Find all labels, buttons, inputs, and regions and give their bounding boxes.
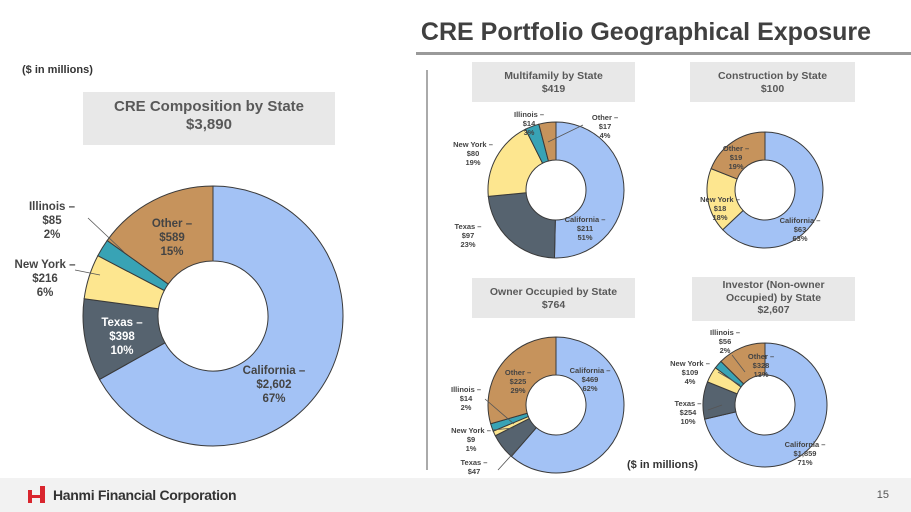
- construction-header: Construction by State $100: [690, 62, 855, 102]
- chart-title: Construction by State: [717, 70, 828, 82]
- company-name: Hanmi Financial Corporation: [53, 486, 237, 503]
- label-illinois: Illinois$852%: [12, 201, 92, 242]
- oo-label-illinois: Illinois$142%: [426, 385, 506, 412]
- leader-line-mf-other: [547, 124, 584, 143]
- slice-other: [106, 185, 214, 285]
- section-divider: [426, 70, 428, 470]
- investor-header: Investor (Non-owner Occupied) by State $…: [692, 277, 855, 321]
- chart-total: $2,607: [757, 304, 790, 317]
- chart-total: $419: [541, 82, 566, 95]
- donut-0: [82, 185, 344, 447]
- chart-title: Multifamily by State: [504, 70, 603, 82]
- page-number: 15: [876, 489, 889, 501]
- chart-title: Investor (Non-owner Occupied) by State: [722, 279, 825, 304]
- chart-title: CRE Composition by State: [113, 98, 304, 115]
- title-divider: [416, 52, 911, 55]
- footer-bar: [0, 478, 911, 512]
- hanmi-logo-icon: [28, 486, 45, 503]
- leader-line-inv-newyork: [717, 371, 741, 386]
- chart-title: Owner Occupied by State: [489, 286, 618, 298]
- leader-line-illinois: [87, 217, 125, 253]
- units-note-bottom: ($ in millions): [627, 459, 698, 471]
- chart-total: $3,890: [186, 116, 232, 133]
- chart-total: $100: [760, 82, 785, 95]
- leader-line-oo-illinois: [484, 398, 515, 425]
- mf-label-illinois: Illinois$143%: [489, 110, 569, 137]
- multifamily-header: Multifamily by State $419: [472, 62, 635, 102]
- inv-label-illinois: Illinois$562%: [685, 328, 765, 355]
- owner-occupied-header: Owner Occupied by State $764: [472, 278, 635, 318]
- slice-california: [98, 185, 344, 447]
- page-title: CRE Portfolio Geographical Exposure: [420, 18, 871, 46]
- chart-total: $764: [541, 298, 566, 311]
- slice-texas: [487, 192, 556, 259]
- mf-label-other: Other$174%: [565, 113, 645, 140]
- slice-other: [538, 121, 557, 162]
- cre-composition-header: CRE Composition by State $3,890: [83, 92, 335, 145]
- slice-california: [704, 342, 828, 468]
- oo-label-new-york: New York$91%: [431, 426, 511, 453]
- units-note-top: ($ in millions): [22, 64, 93, 76]
- company-logo: Hanmi Financial Corporation: [28, 486, 237, 503]
